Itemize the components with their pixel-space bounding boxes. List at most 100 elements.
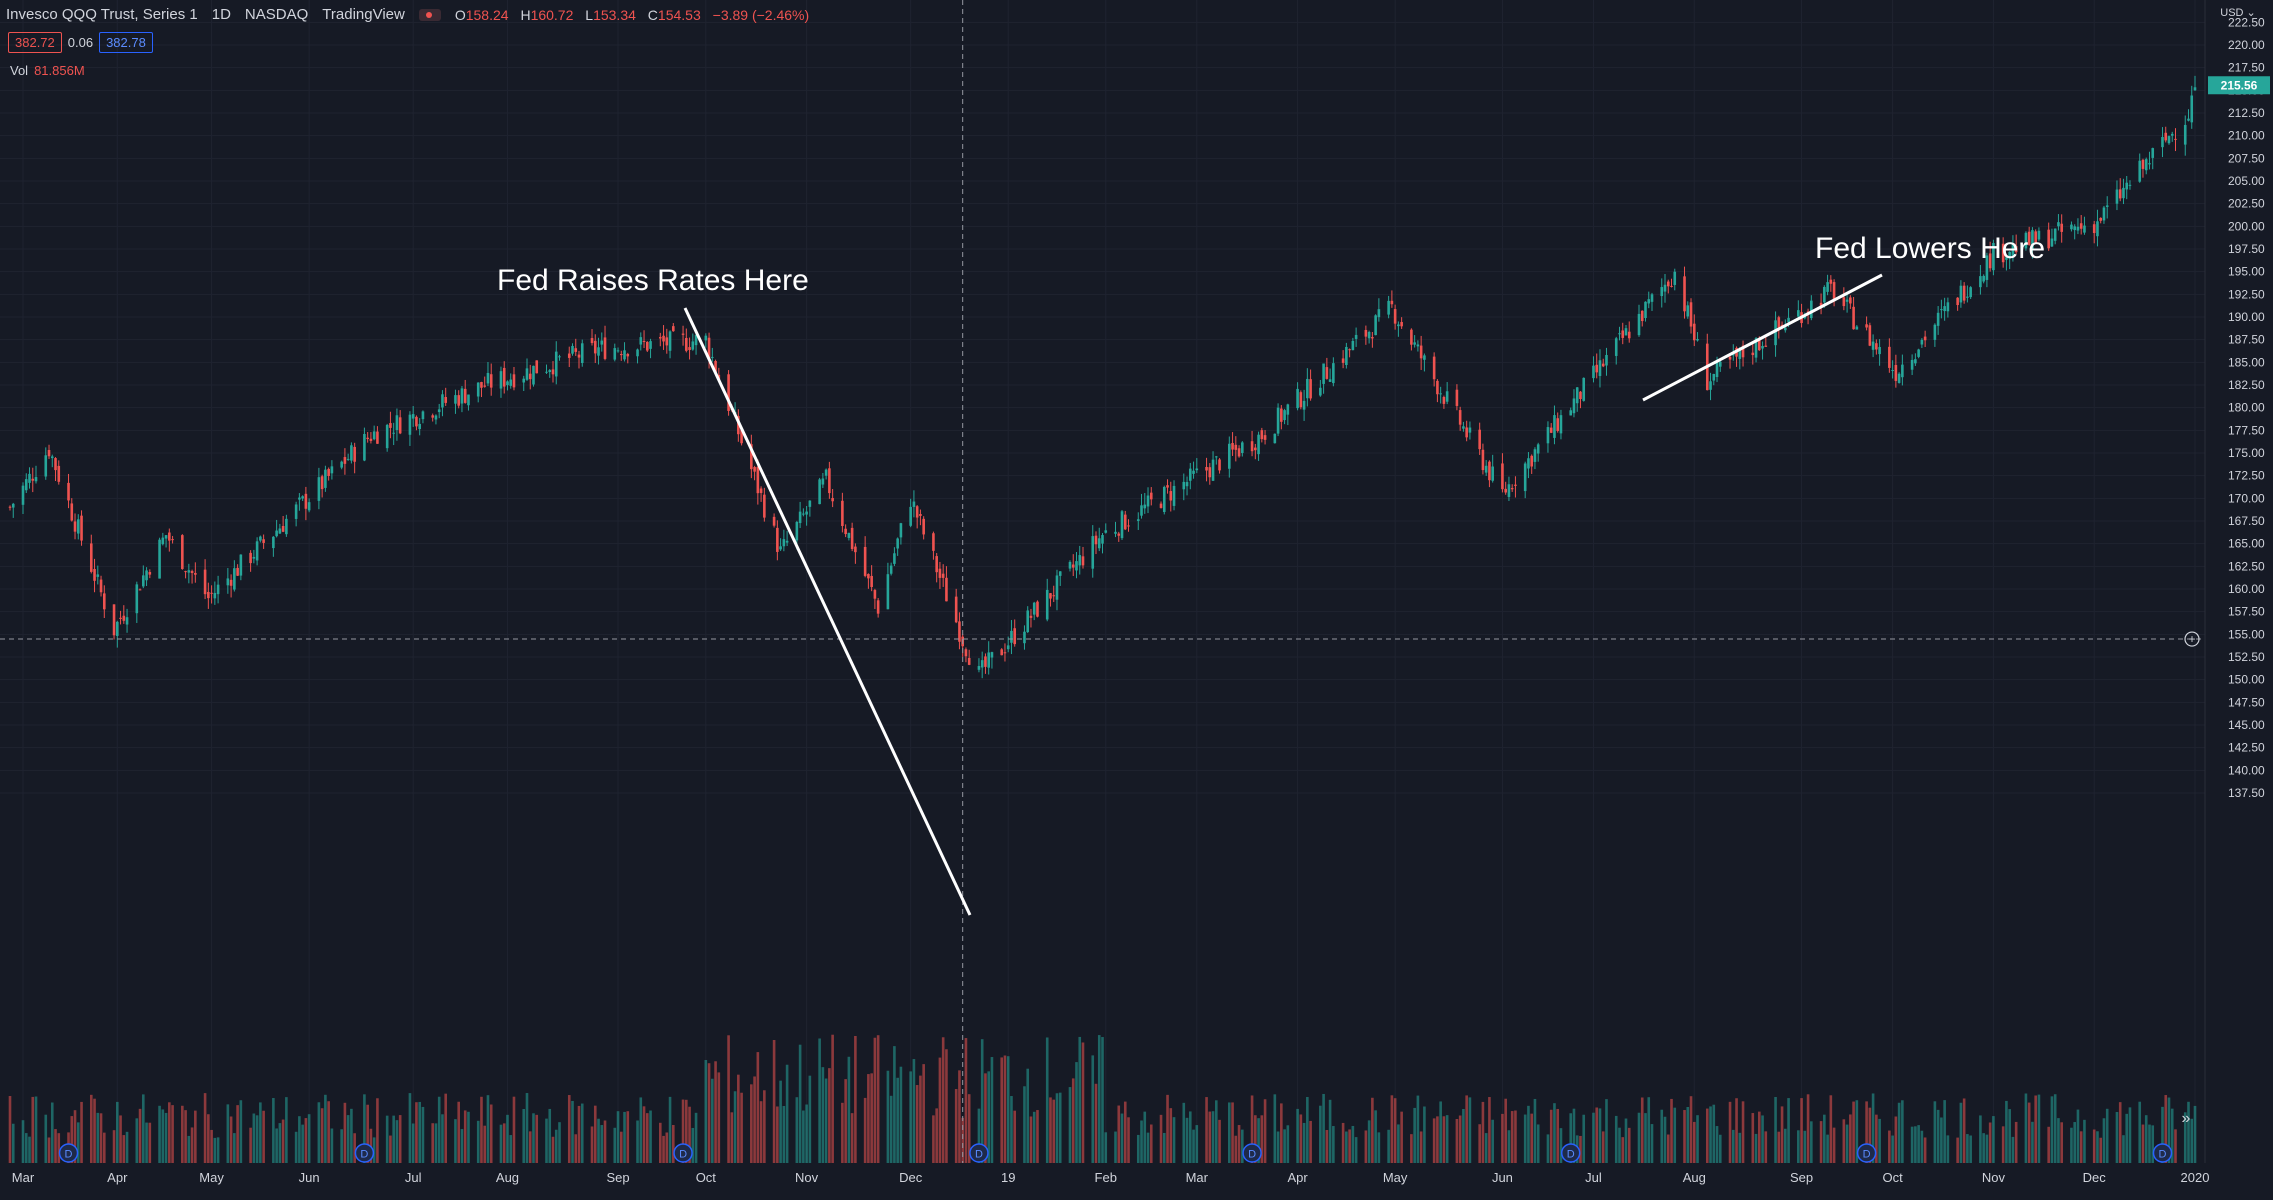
candle-body (350, 445, 353, 461)
volume-bar (782, 1105, 786, 1163)
volume-bar (977, 1108, 981, 1163)
volume-bar (2024, 1093, 2028, 1163)
candle-body (1897, 373, 1901, 383)
candle-body (623, 350, 626, 360)
candle-body (2190, 95, 2194, 123)
volume-bar (512, 1096, 516, 1163)
candle-body (444, 397, 447, 403)
volume-bar (467, 1111, 470, 1163)
symbol-name[interactable]: Invesco QQQ Trust, Series 1 (6, 6, 198, 23)
volume-bar (717, 1072, 721, 1163)
indicator-right-value[interactable]: 382.78 (99, 32, 153, 53)
volume-bar (1780, 1106, 1784, 1163)
indicator-left-value[interactable]: 382.72 (8, 32, 62, 53)
high-value: 160.72 (530, 6, 574, 23)
candle-body (935, 556, 938, 573)
add-alert-icon[interactable] (2184, 631, 2200, 647)
volume-bar (1738, 1132, 1742, 1163)
candle-body (2118, 189, 2122, 199)
volume-bar (1149, 1124, 1153, 1163)
candle-body (233, 568, 236, 590)
candle-body (1169, 491, 1173, 501)
volume-bar (119, 1115, 122, 1163)
volume-bar (1273, 1094, 1277, 1163)
volume-bar (1784, 1128, 1787, 1163)
dividend-icon[interactable] (1560, 1143, 1581, 1163)
candle-body (1231, 442, 1234, 450)
volume-bar (1754, 1133, 1758, 1163)
candle-body (1208, 467, 1212, 478)
volume-bar (54, 1129, 57, 1163)
volume-bar (421, 1106, 425, 1163)
volume-bar (431, 1123, 434, 1163)
volume-bar (912, 1059, 916, 1163)
volume-bar (1439, 1101, 1442, 1163)
candle-body (1097, 538, 1101, 549)
time-tick-label: Oct (1882, 1170, 1903, 1185)
volume-bar (1114, 1131, 1117, 1163)
candle-body (1501, 463, 1504, 490)
volume-bar (1845, 1124, 1849, 1163)
dividend-icon[interactable] (1856, 1143, 1877, 1163)
ohlc-values: O158.24 H160.72 L153.34 C154.53 −3.89 (−… (455, 7, 817, 23)
candle-body (1081, 556, 1085, 566)
candle-body (532, 365, 535, 385)
market-flag-icon[interactable] (418, 8, 441, 21)
dividend-icon[interactable] (354, 1143, 375, 1163)
volume-bar (1536, 1124, 1540, 1163)
candle-body (1894, 364, 1898, 381)
volume-bar (990, 1057, 994, 1163)
volume-bar (1328, 1099, 1332, 1163)
dividend-icon[interactable] (673, 1143, 693, 1163)
volume-bar (1992, 1116, 1995, 1163)
dividend-icon[interactable] (1242, 1143, 1262, 1163)
candle-body (967, 657, 971, 665)
volume-bar (672, 1125, 675, 1163)
candle-body (1149, 492, 1153, 500)
volume-bar (558, 1122, 561, 1163)
dividend-icon[interactable] (969, 1143, 989, 1163)
volume-bar (1026, 1068, 1030, 1163)
candle-body (1523, 463, 1527, 492)
volume-bar (1078, 1036, 1082, 1163)
volume-bar (1686, 1107, 1690, 1163)
interval-label[interactable]: 1D (211, 6, 231, 23)
candle-body (577, 354, 581, 358)
candle-body (1162, 486, 1166, 512)
candle-body (600, 340, 604, 345)
volume-bar (1211, 1111, 1215, 1163)
candle-body (1045, 589, 1049, 620)
volume-bar (750, 1084, 753, 1163)
candle-body (1188, 468, 1192, 481)
candle-body (148, 572, 152, 575)
candle-body (616, 350, 620, 352)
currency-label: USD ⌄ (2220, 7, 2256, 19)
dividend-icon[interactable] (2152, 1143, 2173, 1163)
volume-bar (1527, 1105, 1530, 1163)
candle-body (870, 575, 873, 588)
volume-bar (1894, 1116, 1898, 1163)
volume-bar (964, 1038, 968, 1163)
time-tick-label: Apr (1287, 1170, 1308, 1185)
volume-bar (535, 1114, 539, 1163)
volume-bar (847, 1056, 851, 1163)
volume-bar (102, 1132, 106, 1163)
candle-body (2073, 226, 2076, 231)
volume-bar (161, 1109, 165, 1163)
dividend-icon[interactable] (58, 1143, 79, 1163)
volume-bar (1052, 1099, 1056, 1163)
volume-bar (1182, 1102, 1186, 1163)
candle-body (714, 361, 717, 373)
volume-bar (1777, 1131, 1781, 1163)
candle-body (763, 494, 766, 518)
scroll-to-realtime-icon[interactable]: » (2182, 1110, 2191, 1127)
volume-bar (1705, 1108, 1709, 1163)
volume-bar (366, 1104, 369, 1163)
volume-bar (668, 1096, 672, 1163)
volume-bar (385, 1115, 389, 1163)
volume-bar (2014, 1121, 2018, 1163)
volume-bar (642, 1106, 646, 1163)
candle-body (249, 552, 252, 564)
